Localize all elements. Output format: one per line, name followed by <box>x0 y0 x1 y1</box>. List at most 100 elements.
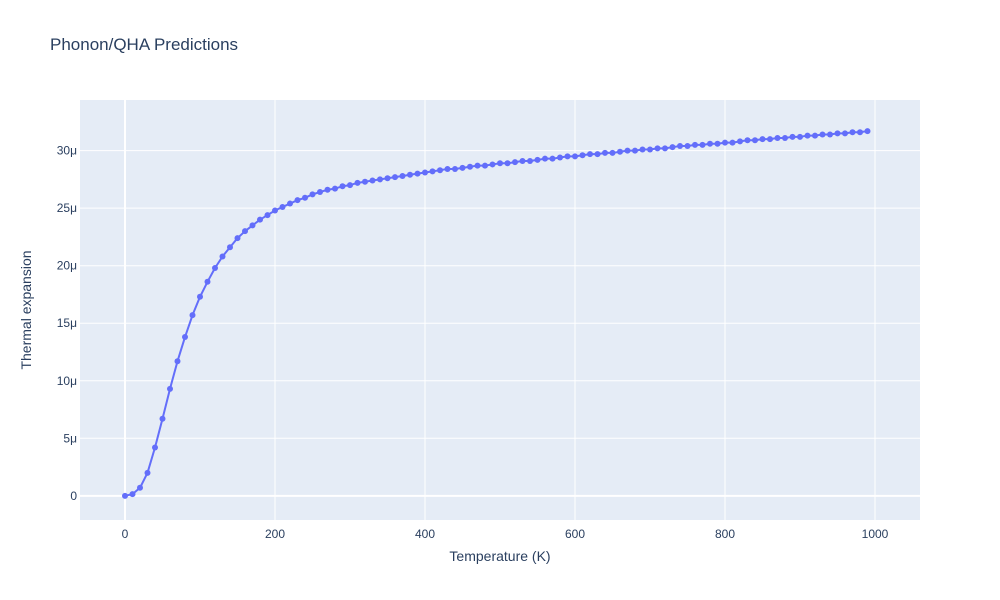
y-tick-label: 25μ <box>57 201 77 215</box>
data-point <box>662 145 668 152</box>
data-point <box>212 265 218 271</box>
data-point <box>497 160 503 167</box>
y-tick-label: 5μ <box>63 431 77 445</box>
data-point <box>287 200 293 207</box>
data-point <box>219 253 226 260</box>
data-point <box>557 154 563 161</box>
data-point <box>707 140 713 147</box>
data-point <box>347 182 353 189</box>
data-point <box>182 334 188 341</box>
data-point <box>467 163 473 170</box>
data-point <box>422 169 428 176</box>
data-point <box>384 175 391 182</box>
data-point <box>437 167 443 174</box>
y-axis-ticks: 0 5μ 10μ 15μ 20μ 25μ 30μ <box>57 144 78 503</box>
data-point <box>609 149 616 156</box>
data-point <box>812 132 818 139</box>
data-point <box>722 139 728 146</box>
data-point <box>572 153 578 160</box>
y-tick-label: 20μ <box>57 259 77 273</box>
data-point <box>594 151 601 158</box>
data-point <box>729 139 736 146</box>
series-group <box>122 128 871 499</box>
data-point <box>309 191 316 198</box>
data-point <box>579 152 586 159</box>
data-point <box>752 137 758 144</box>
data-point <box>864 128 871 135</box>
data-point <box>189 312 196 319</box>
data-point <box>504 160 511 167</box>
data-point <box>122 492 128 499</box>
plot-area <box>80 100 920 520</box>
data-point <box>564 153 571 160</box>
data-point <box>677 143 683 150</box>
y-axis-title: Thermal expansion <box>18 250 34 369</box>
data-point <box>302 194 308 201</box>
data-point <box>272 207 278 214</box>
data-point <box>797 133 803 140</box>
data-point <box>789 133 796 140</box>
data-point <box>129 491 136 498</box>
data-point <box>767 136 773 143</box>
data-point <box>774 134 781 141</box>
data-point <box>759 136 766 143</box>
data-point <box>842 130 848 137</box>
data-point <box>602 149 608 156</box>
x-tick-label: 200 <box>265 527 285 541</box>
data-point <box>737 138 743 145</box>
data-point <box>834 130 841 137</box>
data-point <box>699 141 706 148</box>
data-point <box>227 244 233 251</box>
data-point <box>782 134 788 141</box>
data-point <box>197 293 203 300</box>
data-point <box>452 166 458 173</box>
chart-title: Phonon/QHA Predictions <box>50 35 238 54</box>
data-point <box>459 164 466 171</box>
data-point <box>684 143 691 150</box>
y-tick-label: 15μ <box>57 316 77 330</box>
data-point <box>587 151 593 158</box>
data-point <box>654 145 661 152</box>
data-point <box>692 141 698 148</box>
data-point <box>332 185 338 192</box>
data-point <box>827 131 833 138</box>
data-point <box>527 157 533 164</box>
x-axis-ticks: 0 200 400 600 800 1000 <box>122 527 889 541</box>
data-point <box>264 212 271 219</box>
data-point <box>242 228 248 235</box>
data-point <box>474 162 481 169</box>
x-tick-label: 400 <box>415 527 435 541</box>
data-point <box>362 178 368 185</box>
data-point <box>174 358 181 365</box>
data-point <box>392 174 398 181</box>
data-point <box>549 155 556 162</box>
x-tick-label: 600 <box>565 527 585 541</box>
x-tick-label: 800 <box>715 527 735 541</box>
series-line <box>124 130 868 497</box>
data-point <box>279 204 286 211</box>
data-point <box>339 183 346 190</box>
data-point <box>512 159 518 166</box>
data-point <box>819 131 826 138</box>
y-tick-label: 10μ <box>57 374 77 388</box>
x-axis-title: Temperature (K) <box>449 548 550 564</box>
data-point <box>632 147 638 154</box>
data-point <box>617 148 623 155</box>
data-point <box>354 179 361 186</box>
data-point <box>317 189 323 196</box>
data-point <box>399 172 406 179</box>
data-point <box>519 157 526 164</box>
y-tick-label: 30μ <box>57 144 77 158</box>
data-point <box>204 278 211 285</box>
data-point <box>159 415 166 422</box>
x-tick-label: 1000 <box>862 527 889 541</box>
data-point <box>857 129 863 136</box>
data-point <box>542 155 548 162</box>
data-point <box>624 147 631 154</box>
data-point <box>669 144 676 151</box>
data-point <box>482 162 488 169</box>
data-point <box>324 186 331 193</box>
data-point <box>294 197 301 204</box>
